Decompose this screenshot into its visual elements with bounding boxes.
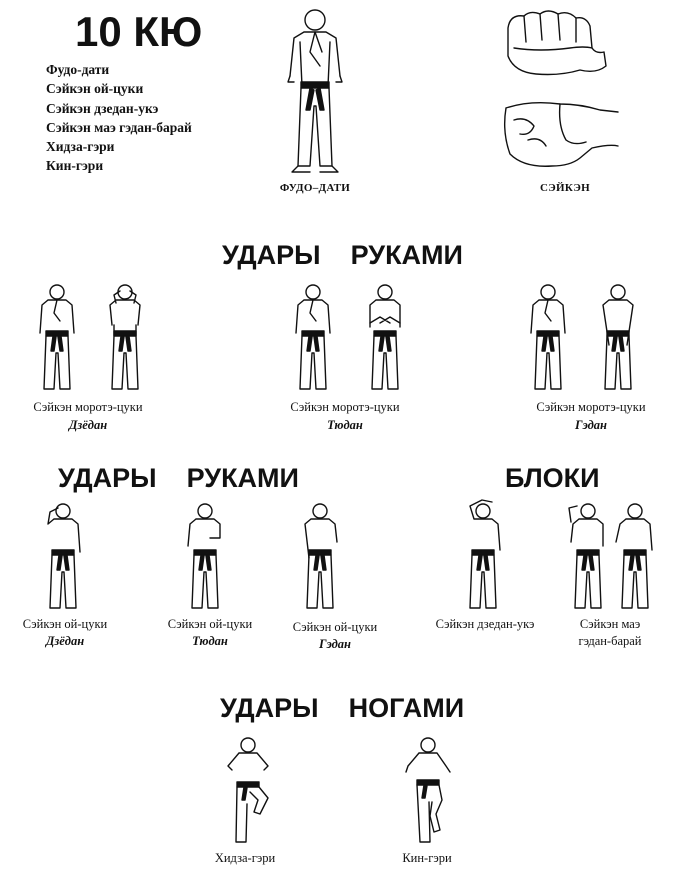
karateka-figure: [530, 284, 566, 390]
karateka-figure: [295, 284, 331, 390]
karateka-figure: [405, 737, 451, 843]
technique-list: Фудо-дати Сэйкэн ой-цуки Сэйкэн дзедан-у…: [46, 60, 192, 176]
list-item: Сэйкэн дзедан-укэ: [46, 100, 159, 116]
level-caption: Гэдан: [319, 637, 351, 651]
level-caption: Дзёдан: [45, 634, 85, 648]
section-title: УДАРЫ НОГАМИ: [220, 693, 464, 724]
fist-front-icon: [507, 10, 607, 76]
karateka-figure: [187, 503, 221, 609]
level-caption: Тюдан: [327, 418, 363, 432]
list-item: Сэйкэн маэ гэдан-барай: [46, 119, 192, 135]
section-title-left: УДАРЫ: [222, 240, 321, 270]
fudo-dachi-caption: ФУДО–ДАТИ: [279, 182, 351, 194]
level-caption: Гэдан: [575, 418, 607, 432]
blocks-title: БЛОКИ: [505, 463, 600, 493]
section-title-right: РУКАМИ: [350, 240, 463, 270]
technique-caption: Сэйкэн дзедан-укэ: [435, 617, 535, 631]
technique-caption: Сэйкэн моротэ-цуки: [33, 400, 143, 414]
technique-caption: Кин-гэри: [402, 851, 452, 865]
technique-caption: Сэйкэн ой-цуки: [22, 617, 108, 631]
technique-caption: Сэйкэн моротэ-цуки: [536, 400, 646, 414]
karateka-figure: [227, 737, 269, 843]
fudo-dachi-figure: [287, 9, 343, 173]
section-title: УДАРЫ РУКАМИ: [222, 240, 463, 271]
karateka-figure: [369, 284, 401, 390]
technique-caption: Хидза-гэри: [214, 851, 276, 865]
level-caption: Тюдан: [192, 634, 228, 648]
karateka-figure: [109, 284, 141, 390]
technique-caption: Сэйкэн маэ: [579, 617, 641, 631]
list-item: Хидза-гэри: [46, 139, 115, 155]
karateka-figure: [568, 503, 604, 609]
technique-caption: Сэйкэн ой-цуки: [167, 617, 253, 631]
seiken-caption: СЭЙКЭН: [540, 182, 590, 194]
technique-caption: гэдан-барай: [578, 634, 642, 648]
karateka-figure: [469, 499, 501, 609]
technique-caption: Сэйкэн ой-цуки: [292, 620, 378, 634]
section-title-right: НОГАМИ: [348, 693, 465, 723]
page-title: 10 КЮ: [75, 8, 203, 55]
section-title-left: УДАРЫ: [58, 463, 157, 493]
list-item: Сэйкэн ой-цуки: [46, 81, 144, 97]
list-item: Фудо-дати: [46, 62, 110, 77]
section-title-right: РУКАМИ: [186, 463, 299, 493]
section-title-left: УДАРЫ: [220, 693, 319, 723]
karateka-figure: [615, 503, 653, 609]
karateka-figure: [47, 503, 81, 609]
fist-side-icon: [503, 101, 619, 167]
list-item: Кин-гэри: [46, 158, 104, 174]
technique-caption: Сэйкэн моротэ-цуки: [290, 400, 400, 414]
karateka-figure: [304, 503, 338, 609]
karateka-figure: [39, 284, 75, 390]
karateka-figure: [602, 284, 634, 390]
section-title: УДАРЫ РУКАМИ: [58, 463, 299, 494]
level-caption: Дзёдан: [68, 418, 108, 432]
